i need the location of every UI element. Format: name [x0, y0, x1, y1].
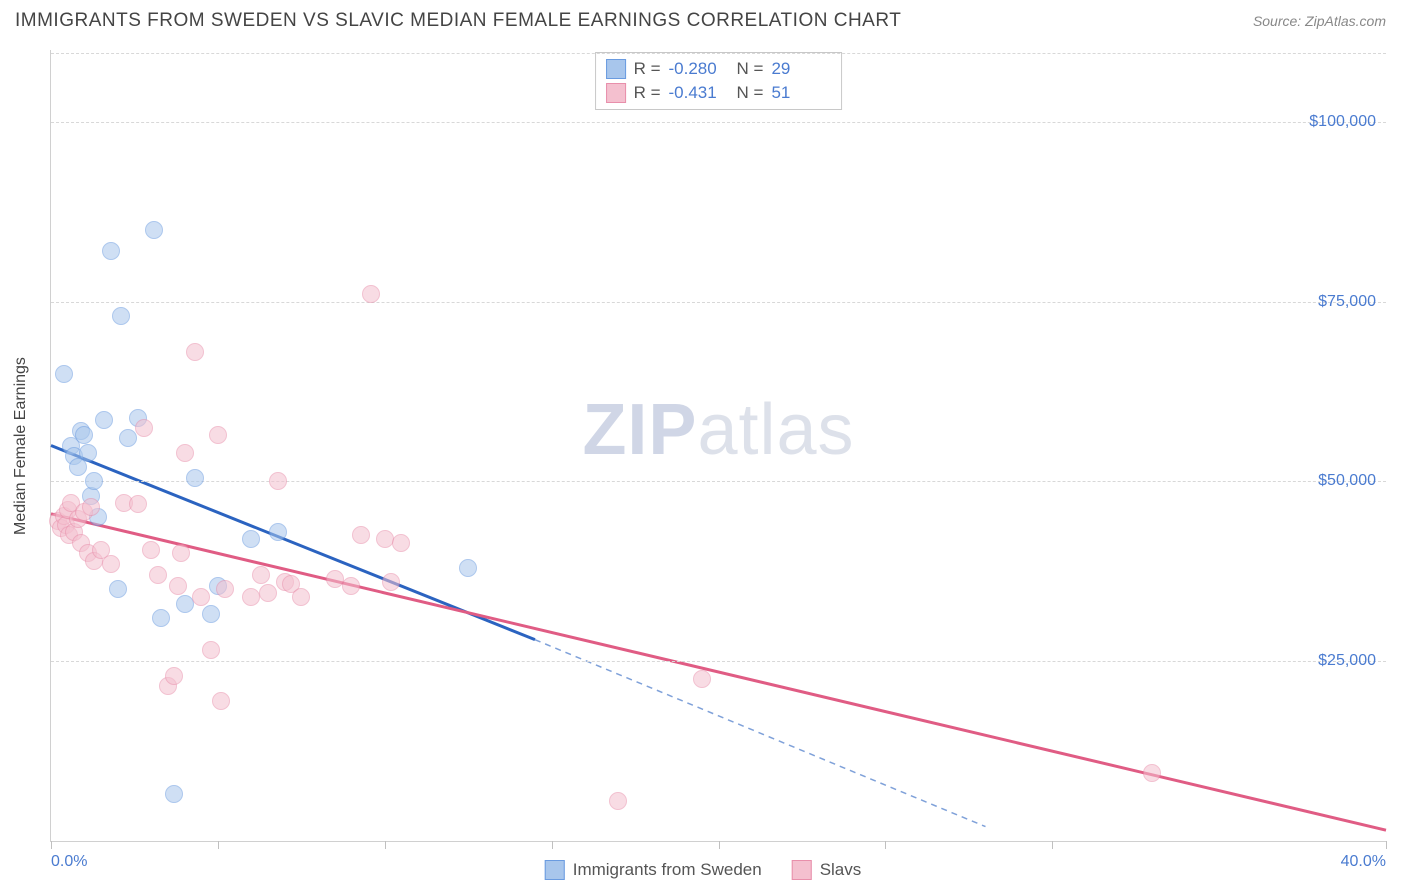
data-point: [209, 426, 227, 444]
data-point: [326, 570, 344, 588]
y-tick-label: $75,000: [1318, 293, 1376, 311]
data-point: [252, 566, 270, 584]
x-tick: [1386, 841, 1387, 849]
legend-item: Slavs: [792, 860, 862, 880]
y-axis-label: Median Female Earnings: [12, 357, 30, 535]
data-point: [342, 577, 360, 595]
legend-swatch: [545, 860, 565, 880]
data-point: [102, 555, 120, 573]
watermark-text: ZIPatlas: [582, 389, 854, 471]
data-point: [79, 444, 97, 462]
x-tick: [552, 841, 553, 849]
data-point: [202, 641, 220, 659]
data-point: [269, 523, 287, 541]
x-tick: [385, 841, 386, 849]
data-point: [172, 544, 190, 562]
gridline: [51, 53, 1386, 54]
x-tick: [218, 841, 219, 849]
data-point: [212, 692, 230, 710]
source-attribution: Source: ZipAtlas.com: [1253, 13, 1386, 29]
data-point: [392, 534, 410, 552]
data-point: [292, 588, 310, 606]
data-point: [145, 221, 163, 239]
stats-legend-box: R =-0.280N =29R =-0.431N =51: [595, 52, 843, 110]
data-point: [152, 609, 170, 627]
legend-swatch: [792, 860, 812, 880]
data-point: [186, 343, 204, 361]
data-point: [693, 670, 711, 688]
chart-plot-area: Median Female Earnings ZIPatlas R =-0.28…: [50, 50, 1386, 842]
data-point: [269, 472, 287, 490]
data-point: [55, 365, 73, 383]
data-point: [142, 541, 160, 559]
data-point: [1143, 764, 1161, 782]
gridline: [51, 661, 1386, 662]
data-point: [75, 426, 93, 444]
y-tick-label: $25,000: [1318, 652, 1376, 670]
data-point: [119, 429, 137, 447]
data-point: [186, 469, 204, 487]
gridline: [51, 302, 1386, 303]
chart-svg-layer: [51, 50, 1386, 841]
data-point: [202, 605, 220, 623]
x-tick: [719, 841, 720, 849]
data-point: [149, 566, 167, 584]
x-tick-label: 0.0%: [51, 853, 87, 871]
data-point: [242, 588, 260, 606]
data-point: [609, 792, 627, 810]
stats-legend-row: R =-0.280N =29: [606, 57, 832, 81]
legend-label: Immigrants from Sweden: [573, 860, 762, 880]
data-point: [165, 785, 183, 803]
data-point: [85, 472, 103, 490]
series-legend: Immigrants from Sweden Slavs: [545, 860, 862, 880]
data-point: [259, 584, 277, 602]
legend-swatch: [606, 83, 626, 103]
x-tick: [51, 841, 52, 849]
data-point: [102, 242, 120, 260]
gridline: [51, 122, 1386, 123]
legend-item: Immigrants from Sweden: [545, 860, 762, 880]
data-point: [129, 495, 147, 513]
data-point: [176, 444, 194, 462]
data-point: [362, 285, 380, 303]
legend-label: Slavs: [820, 860, 862, 880]
data-point: [459, 559, 477, 577]
data-point: [376, 530, 394, 548]
data-point: [169, 577, 187, 595]
gridline: [51, 481, 1386, 482]
data-point: [165, 667, 183, 685]
data-point: [109, 580, 127, 598]
data-point: [82, 498, 100, 516]
data-point: [216, 580, 234, 598]
data-point: [382, 573, 400, 591]
x-tick: [885, 841, 886, 849]
data-point: [95, 411, 113, 429]
chart-title: IMMIGRANTS FROM SWEDEN VS SLAVIC MEDIAN …: [15, 10, 901, 32]
data-point: [352, 526, 370, 544]
data-point: [112, 307, 130, 325]
y-tick-label: $100,000: [1309, 113, 1376, 131]
x-tick-label: 40.0%: [1341, 853, 1386, 871]
stats-legend-row: R =-0.431N =51: [606, 81, 832, 105]
y-tick-label: $50,000: [1318, 472, 1376, 490]
data-point: [192, 588, 210, 606]
data-point: [135, 419, 153, 437]
x-tick: [1052, 841, 1053, 849]
legend-swatch: [606, 59, 626, 79]
data-point: [176, 595, 194, 613]
data-point: [242, 530, 260, 548]
